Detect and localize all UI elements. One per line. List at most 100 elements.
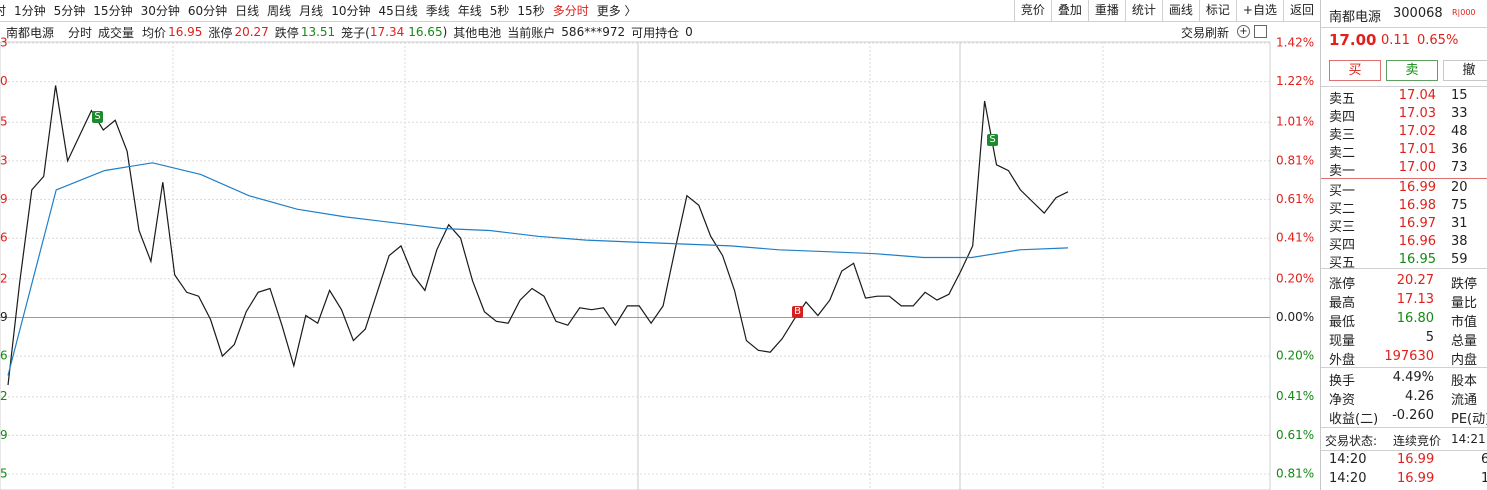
close-icon[interactable] xyxy=(1254,25,1267,38)
stock-name: 南都电源 xyxy=(6,25,55,40)
period-tab[interactable]: 月线 xyxy=(299,4,324,18)
stat-label: 最高 xyxy=(1329,296,1356,311)
avg-label: 均价 xyxy=(142,25,167,40)
ask-label: 卖二 xyxy=(1329,146,1356,161)
stat-label: 收益(二) xyxy=(1329,412,1379,427)
left-axis-fragment: 5 xyxy=(0,467,8,481)
add-icon[interactable]: + xyxy=(1237,25,1250,38)
cancel-button[interactable]: 撤 xyxy=(1443,60,1487,81)
ask-value: 17.00 xyxy=(1398,160,1436,175)
toolbar-button[interactable]: 返回 xyxy=(1282,0,1320,21)
toolbar-button[interactable]: 标记 xyxy=(1198,0,1236,21)
cage-label: 笼子( xyxy=(341,25,370,40)
toolbar-button[interactable]: 统计 xyxy=(1124,0,1162,21)
left-axis-fragment: 0 xyxy=(0,74,8,88)
period-tab[interactable]: 年线 xyxy=(457,4,482,18)
y-tick-label: 0.20% xyxy=(1276,271,1314,285)
stat-value: 4.26 xyxy=(1405,389,1434,404)
stat-value: 5 xyxy=(1425,330,1434,345)
y-tick-label: 0.41% xyxy=(1276,231,1314,245)
sell-button[interactable]: 卖 xyxy=(1386,60,1438,81)
ask-extra: 73 xyxy=(1451,160,1468,175)
sell-mark: S xyxy=(92,111,103,123)
status-label: 交易状态: xyxy=(1325,434,1378,448)
toolbar-button[interactable]: 重播 xyxy=(1087,0,1125,21)
bid-extra: 59 xyxy=(1451,252,1468,267)
stat-label: 现量 xyxy=(1329,334,1356,349)
tick-price: 16.99 xyxy=(1397,452,1435,467)
y-tick-label: 0.00% xyxy=(1276,310,1314,324)
left-axis-fragment: 2 xyxy=(0,271,8,285)
stat-extra: 总量 xyxy=(1451,334,1478,349)
bid-label: 买二 xyxy=(1329,202,1356,217)
bid-value: 16.99 xyxy=(1398,180,1436,195)
toolbar-button[interactable]: 画线 xyxy=(1161,0,1199,21)
left-axis-fragment: 2 xyxy=(0,389,8,403)
left-axis-fragment: 9 xyxy=(0,192,8,206)
stat-value: 17.13 xyxy=(1396,292,1434,307)
quote-code: 300068 xyxy=(1393,6,1443,21)
buy-mark: B xyxy=(792,306,803,318)
period-tab[interactable]: 5秒 xyxy=(489,4,510,18)
status-time: 14:21 xyxy=(1451,432,1486,446)
period-tab[interactable]: 多分时 xyxy=(552,4,589,18)
period-tab[interactable]: 10分钟 xyxy=(331,4,371,18)
bid-label: 买三 xyxy=(1329,220,1356,235)
indicator[interactable]: 成交量 xyxy=(98,25,135,40)
stat-extra: 股本 xyxy=(1451,374,1478,389)
y-tick-label: 0.61% xyxy=(1276,192,1314,206)
period-tab[interactable]: 15分钟 xyxy=(93,4,133,18)
toolbar-button[interactable]: +自选 xyxy=(1235,0,1283,21)
quote-name: 南都电源 xyxy=(1329,10,1382,25)
quote-panel: 南都电源 300068 R|000 17.00 0.11 0.65% 买 卖 撤… xyxy=(1320,0,1487,490)
period-tab[interactable]: 更多 〉 xyxy=(596,4,637,18)
ask-extra: 33 xyxy=(1451,106,1468,121)
period-tab[interactable]: 15秒 xyxy=(517,4,545,18)
period-tab[interactable]: 30分钟 xyxy=(140,4,180,18)
period-tab[interactable]: 5分钟 xyxy=(53,4,86,18)
ask-label: 卖一 xyxy=(1329,164,1356,179)
bid-value: 16.96 xyxy=(1398,234,1436,249)
stat-extra: PE(动) xyxy=(1451,412,1487,427)
ask-label: 卖四 xyxy=(1329,110,1356,125)
bid-extra: 38 xyxy=(1451,234,1468,249)
mode[interactable]: 分时 xyxy=(68,25,93,40)
period-tab[interactable]: 时 xyxy=(0,4,7,18)
cage-low: 16.65 xyxy=(408,25,443,39)
ask-extra: 36 xyxy=(1451,142,1468,157)
y-tick-label: 1.01% xyxy=(1276,115,1314,129)
period-tab[interactable]: 日线 xyxy=(235,4,260,18)
period-tab[interactable]: 1分钟 xyxy=(14,4,46,18)
toolbar-buttons: 竞价 叠加 重播 统计 画线 标记 +自选 返回 xyxy=(1013,0,1320,21)
info-bar: 南都电源 分时 成交量 均价 16.95 涨停 20.27 跌停 13.51 笼子(1… xyxy=(0,22,1270,42)
period-tab[interactable]: 周线 xyxy=(267,4,292,18)
buy-button[interactable]: 买 xyxy=(1329,60,1381,81)
average-line xyxy=(7,162,1069,376)
bid-label: 买一 xyxy=(1329,184,1356,199)
sell-mark: S xyxy=(987,134,998,146)
stat-label: 最低 xyxy=(1329,315,1356,330)
stat-value: 4.49% xyxy=(1392,370,1434,385)
sector: 其他电池 xyxy=(453,25,502,40)
chart: 1.42% 3 1.22% 0 1.01% 5 0.81% 3 0.61% 9 0.41% 6 0.20… xyxy=(0,36,1314,490)
period-tab[interactable]: 45日线 xyxy=(378,4,418,18)
stat-label: 净资 xyxy=(1329,393,1356,408)
ask-label: 卖三 xyxy=(1329,128,1356,143)
account: 586***972 xyxy=(561,25,626,39)
refresh[interactable]: 交易刷新 xyxy=(1181,25,1230,40)
bid-value: 16.95 xyxy=(1398,252,1436,267)
bid-value: 16.98 xyxy=(1398,198,1436,213)
left-axis-fragment: 3 xyxy=(0,36,8,50)
period-tab[interactable]: 季线 xyxy=(425,4,450,18)
stat-value: 197630 xyxy=(1384,349,1434,364)
left-axis-fragment: 6 xyxy=(0,349,8,363)
account-label: 当前账户 xyxy=(507,25,556,40)
toolbar-button[interactable]: 叠加 xyxy=(1050,0,1088,21)
stat-label: 换手 xyxy=(1329,374,1356,389)
position-label: 可用持仓 xyxy=(631,25,680,40)
toolbar-button[interactable]: 竞价 xyxy=(1013,0,1051,21)
change-pct: 0.65% xyxy=(1417,33,1459,48)
period-tab[interactable]: 60分钟 xyxy=(187,4,228,18)
stat-label: 外盘 xyxy=(1329,353,1356,368)
stat-value: -0.260 xyxy=(1392,408,1434,423)
